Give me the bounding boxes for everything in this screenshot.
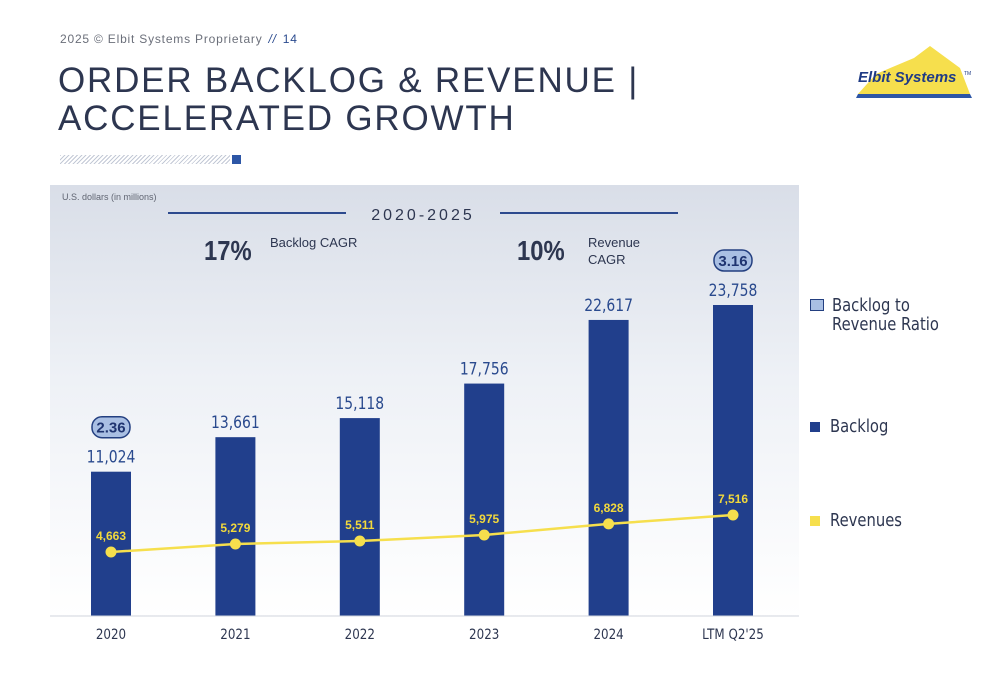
x-tick-1: 2021 [220, 627, 250, 643]
revenue-point-3 [478, 529, 490, 541]
revenue-label-1: 5,279 [220, 521, 250, 535]
backlog-label-1: 13,661 [211, 413, 260, 433]
source-note: 2025 © Elbit Systems Proprietary [60, 32, 263, 46]
revenue-label-0: 4,663 [96, 529, 126, 543]
ratio-label-5: 3.16 [718, 253, 747, 270]
revenue-label-3: 5,975 [469, 512, 499, 526]
ratio-badge-0 [91, 415, 131, 439]
title-line-2: ACCELERATED GROWTH [58, 99, 516, 138]
legend-swatch-revenues [810, 516, 820, 526]
ratio-badge-5 [713, 249, 753, 272]
backlog-bar-2 [339, 418, 380, 616]
slide-title: ORDER BACKLOG & REVENUE | ACCELERATED GR… [58, 62, 639, 138]
x-axis: 2020 2021 2022 2023 2024 LTM Q2'25 [96, 627, 764, 643]
revenue-cagr-label-line-2: CAGR [588, 252, 626, 267]
revenue-label-5: 7,516 [718, 492, 748, 506]
backlog-label-4: 22,617 [584, 296, 633, 316]
backlog-bar-labels: 11,024 13,661 15,118 17,756 22,617 23,758 [87, 281, 758, 467]
legend-label-ratio: Backlog to Revenue Ratio [832, 295, 939, 335]
revenue-cagr-value: 10% [517, 234, 565, 266]
title-accent-square [232, 155, 241, 164]
revenue-label-4: 6,828 [594, 501, 624, 515]
x-tick-4: 2024 [593, 627, 623, 643]
logo-text: Elbit Systems [858, 69, 956, 86]
title-line-1: ORDER BACKLOG & REVENUE | [58, 61, 640, 100]
revenue-point-2 [354, 535, 366, 547]
revenue-point-4 [603, 518, 615, 530]
backlog-bars [91, 305, 753, 616]
x-tick-2: 2022 [345, 627, 375, 643]
revenue-cagr-label: Revenue CAGR [588, 235, 644, 267]
backlog-bar-1 [215, 437, 256, 616]
legend-item-ratio: Backlog to Revenue Ratio [810, 296, 962, 334]
slide-header: 2025 © Elbit Systems Proprietary // 14 [60, 32, 298, 46]
revenue-line [105, 509, 739, 558]
revenue-label-2: 5,511 [345, 518, 375, 532]
legend-label-backlog: Backlog [830, 416, 889, 437]
page-number: 14 [282, 32, 298, 46]
x-axis-ticks: 2020 2021 2022 2023 2024 LTM Q2'25 [96, 627, 764, 643]
legend-item-revenues: Revenues [810, 511, 918, 530]
backlog-revenue-chart: U.S. dollars (in millions) 2020-2025 17%… [50, 192, 799, 617]
revenue-cagr-label-line-1: Revenue [588, 235, 640, 250]
backlog-bar-3 [464, 383, 505, 616]
x-tick-0: 2020 [96, 627, 126, 643]
revenue-point-1 [229, 538, 241, 550]
revenue-labels: 4,663 5,279 5,511 5,975 6,828 7,516 [96, 492, 748, 543]
legend-item-backlog: Backlog [810, 417, 901, 436]
backlog-label-0: 11,024 [87, 447, 136, 467]
backlog-bar-5 [713, 305, 753, 616]
ratio-badges: 2.36 3.16 [91, 249, 753, 439]
revenue-polyline [110, 513, 734, 554]
legend-swatch-ratio [810, 299, 824, 311]
chart-panel: U.S. dollars (in millions) 2020-2025 17%… [50, 185, 799, 617]
legend-label-revenues: Revenues [830, 510, 902, 531]
backlog-cagr-label: Backlog CAGR [270, 235, 357, 250]
revenue-point-5 [727, 509, 739, 521]
backlog-label-5: 23,758 [709, 281, 758, 301]
units-label: U.S. dollars (in millions) [62, 192, 157, 202]
backlog-label-2: 15,118 [335, 394, 384, 414]
logo-trademark: TM [964, 71, 971, 77]
title-accent-hatch [60, 155, 230, 164]
backlog-label-3: 17,756 [460, 359, 509, 379]
period-label: 2020-2025 [371, 207, 475, 224]
legend-swatch-backlog [810, 422, 820, 432]
x-tick-3: 2023 [469, 627, 499, 643]
elbit-systems-logo: Elbit Systems TM [856, 46, 972, 98]
ratio-label-0: 2.36 [96, 420, 125, 437]
header-separator: // [268, 32, 277, 46]
x-tick-5: LTM Q2'25 [702, 627, 764, 643]
backlog-cagr-value: 17% [204, 234, 252, 266]
revenue-point-0 [105, 546, 117, 558]
backlog-bar-4 [588, 319, 629, 616]
backlog-bar-0 [91, 471, 131, 616]
